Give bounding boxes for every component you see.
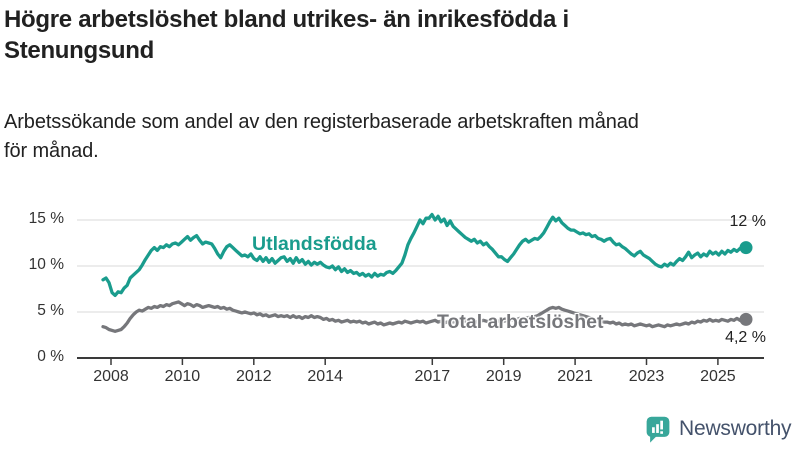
x-axis-tick-label: 2017 bbox=[414, 368, 451, 385]
series-label-total-arbetsloshet: Total arbetslöshet bbox=[437, 311, 604, 333]
chart-subtitle: Arbetssökande som andel av den registerb… bbox=[4, 108, 639, 166]
y-axis-tick-label: 15 % bbox=[28, 210, 64, 227]
y-axis-tick-label: 0 % bbox=[37, 348, 64, 365]
end-value-label-utlandsfodda: 12 % bbox=[729, 213, 766, 230]
series-end-dot-0 bbox=[739, 241, 753, 255]
chart-subtitle-line-2: för månad. bbox=[4, 140, 99, 162]
x-axis-tick-label: 2014 bbox=[307, 368, 343, 385]
series-line-0 bbox=[101, 212, 748, 298]
newsworthy-logo[interactable]: Newsworthy bbox=[644, 415, 792, 443]
newsworthy-chart-bubble-icon bbox=[646, 416, 670, 443]
y-axis-tick-label: 10 % bbox=[28, 256, 64, 273]
series-label-utlandsfodda: Utlandsfödda bbox=[252, 233, 377, 255]
series-line-1 bbox=[101, 300, 748, 333]
series-end-dot-1 bbox=[739, 312, 753, 326]
x-axis-tick-label: 2008 bbox=[93, 368, 129, 385]
x-axis-tick-label: 2010 bbox=[164, 368, 201, 385]
chart-subtitle-line-1: Arbetssökande som andel av den registerb… bbox=[4, 111, 639, 133]
x-axis-tick-label: 2021 bbox=[557, 368, 593, 385]
x-axis-tick-label: 2019 bbox=[485, 368, 522, 385]
y-axis-tick-label: 5 % bbox=[37, 302, 64, 319]
page-title-line-1: Högre arbetslöshet bland utrikes- än inr… bbox=[4, 6, 569, 33]
series-lines bbox=[101, 212, 753, 333]
x-axis-tick-label: 2023 bbox=[628, 368, 665, 385]
end-value-label-total: 4,2 % bbox=[725, 329, 766, 346]
page-title: Högre arbetslöshet bland utrikes- än inr… bbox=[4, 4, 569, 66]
x-axis-tick-label: 2012 bbox=[236, 368, 272, 385]
newsworthy-wordmark: Newsworthy bbox=[679, 417, 792, 440]
page-title-line-2: Stenungsund bbox=[4, 37, 155, 64]
x-axis-tick-label: 2025 bbox=[700, 368, 736, 385]
x-axis bbox=[77, 357, 764, 365]
